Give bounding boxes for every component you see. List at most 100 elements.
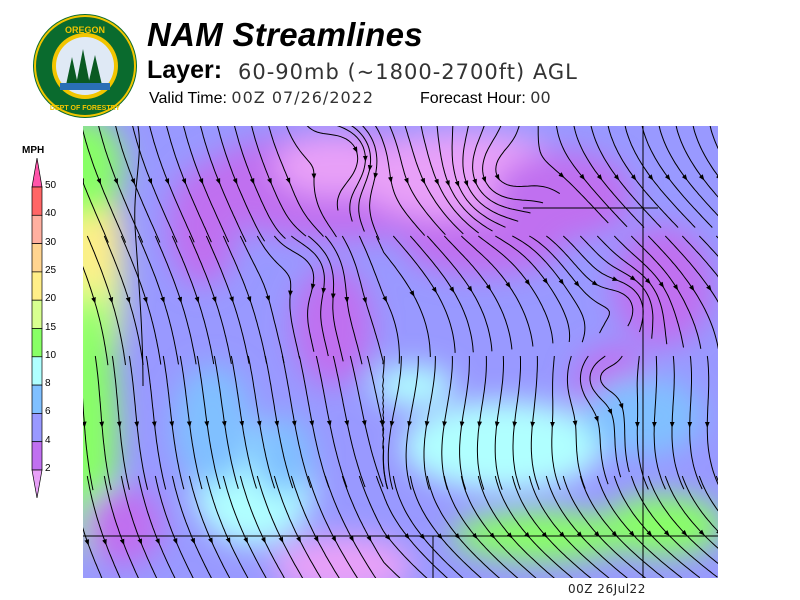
streamline — [101, 424, 112, 491]
streamline — [512, 424, 521, 490]
streamline — [630, 235, 679, 291]
streamline — [704, 355, 710, 428]
legend-label: 25 — [45, 264, 57, 276]
streamline — [133, 181, 161, 243]
streamline — [621, 406, 630, 473]
streamline — [667, 533, 718, 578]
streamline — [477, 355, 487, 428]
wind-speed-shading — [83, 126, 718, 578]
streamline — [447, 183, 493, 232]
streamline — [437, 182, 479, 234]
streamline — [346, 423, 366, 488]
streamline — [167, 181, 195, 243]
streamline — [313, 176, 337, 238]
streamline — [647, 235, 695, 292]
streamline — [235, 181, 266, 242]
streamline — [334, 539, 358, 578]
streamline — [98, 126, 118, 185]
streamline — [436, 126, 450, 187]
streamline — [86, 475, 107, 546]
streamline — [457, 536, 501, 578]
streamline — [596, 475, 635, 537]
streamline — [550, 355, 555, 428]
streamline — [251, 126, 272, 185]
streamline — [222, 475, 248, 544]
streamline — [188, 475, 213, 544]
streamline — [597, 534, 647, 578]
wind-speed-region — [493, 151, 633, 241]
streamline — [87, 542, 103, 578]
streamline — [206, 424, 221, 490]
streamline — [651, 177, 696, 228]
streamline — [234, 126, 255, 185]
streamline — [481, 126, 502, 183]
streamline — [610, 412, 622, 478]
forecast-hour: Forecast Hour: 00 — [420, 88, 551, 108]
streamline — [369, 175, 380, 240]
streamline — [213, 355, 227, 428]
streamline — [120, 475, 142, 545]
legend-label: 2 — [45, 463, 51, 474]
streamline — [476, 424, 485, 490]
streamline — [256, 235, 293, 297]
streamline — [166, 126, 187, 185]
streamline — [423, 181, 464, 235]
streamline — [392, 475, 425, 540]
streamline — [128, 300, 144, 365]
streamline — [324, 475, 354, 542]
streamline — [375, 235, 415, 297]
streamline — [341, 235, 367, 304]
streamline — [119, 424, 130, 490]
streamline — [634, 177, 679, 228]
streamline — [566, 355, 578, 427]
streamline — [382, 423, 389, 490]
streamline — [390, 179, 426, 236]
streamline — [171, 475, 195, 545]
streamline — [83, 265, 96, 304]
streamline — [249, 299, 268, 364]
streamline — [281, 355, 297, 427]
streamline — [175, 541, 194, 578]
streamline — [624, 126, 654, 181]
streamline — [136, 424, 149, 490]
legend-swatch — [31, 384, 43, 414]
legend-label: 50 — [45, 180, 57, 191]
streamline — [385, 299, 400, 364]
streamline — [599, 355, 624, 410]
legend-bar — [31, 157, 43, 499]
wind-speed-region — [273, 136, 393, 196]
streamline — [615, 534, 665, 578]
streamline — [685, 177, 718, 217]
streamline — [259, 423, 276, 489]
streamline — [484, 179, 544, 204]
streamline — [120, 235, 148, 304]
streamline — [590, 126, 620, 181]
streamline — [545, 281, 571, 343]
page-title: NAM Streamlines — [147, 16, 423, 53]
valid-time: Valid Time: 00Z 07/26/2022 — [149, 88, 374, 108]
legend-swatch — [31, 243, 43, 273]
streamline — [649, 533, 701, 578]
streamline — [443, 235, 492, 291]
streamline — [145, 355, 157, 428]
legend-swatch — [31, 441, 43, 471]
streamline — [336, 126, 368, 162]
streamline — [661, 285, 684, 348]
streamline — [211, 541, 231, 578]
streamline — [434, 290, 456, 353]
streamline — [111, 300, 126, 366]
streamline — [276, 423, 294, 489]
streamline — [366, 355, 385, 427]
streamline — [150, 181, 178, 243]
legend-swatch — [31, 328, 43, 358]
streamline — [200, 126, 221, 185]
streamline — [462, 126, 469, 187]
streamline — [530, 355, 538, 428]
streamline — [122, 542, 139, 578]
streamline — [154, 475, 178, 545]
streamline — [613, 475, 653, 537]
streamline — [290, 475, 319, 543]
streamline — [530, 424, 540, 490]
wind-speed-region — [293, 266, 373, 386]
forecast-hour-value: 00 — [530, 88, 551, 107]
